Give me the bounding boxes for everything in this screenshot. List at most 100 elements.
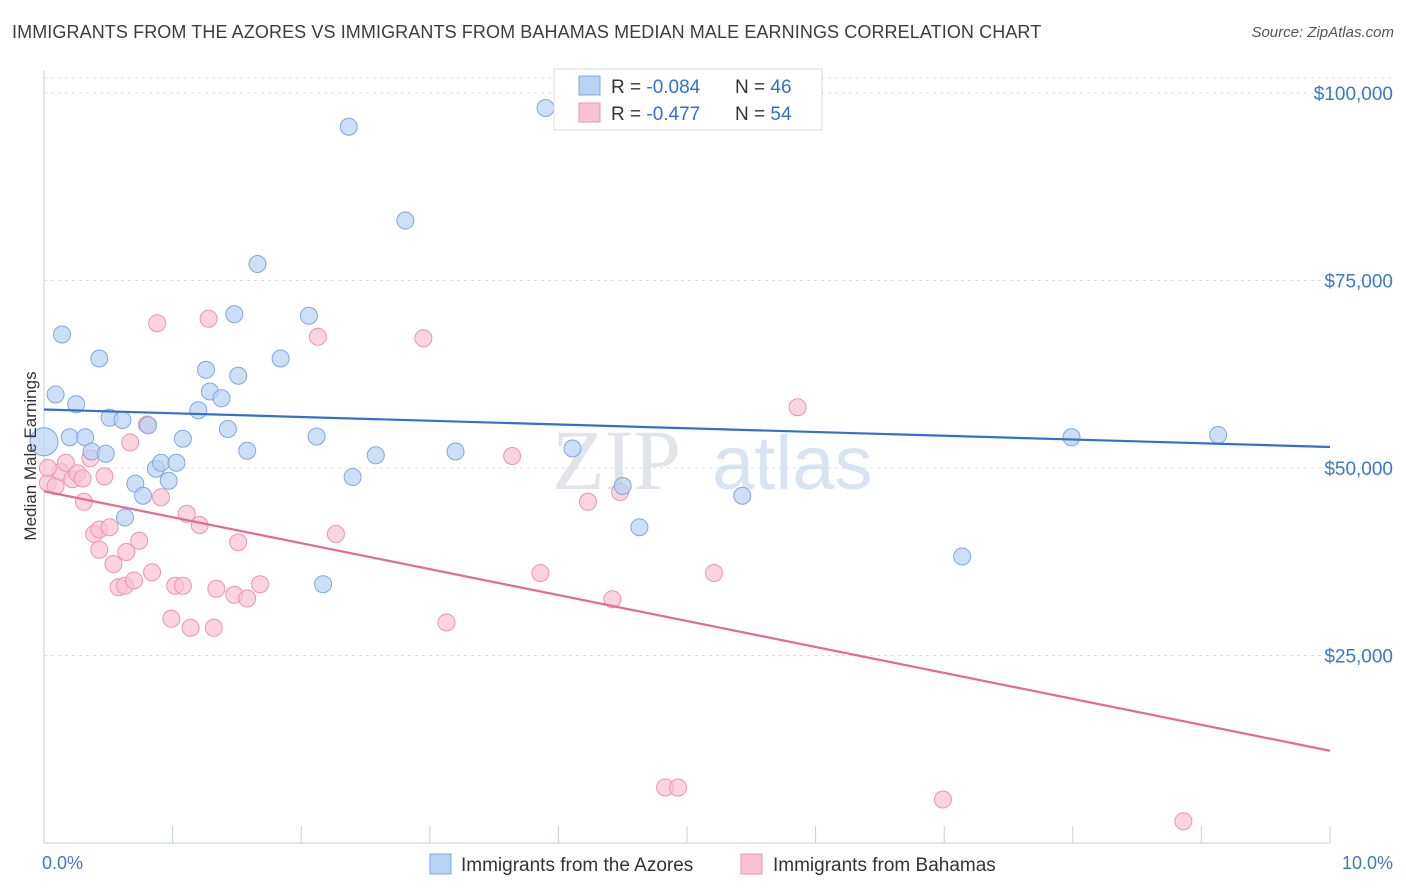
azores-point-36 — [396, 211, 415, 230]
source-label: Source: ZipAtlas.com — [1251, 24, 1394, 41]
azores-point-6 — [90, 349, 109, 368]
bahamas-point-31 — [199, 309, 218, 328]
bahamas-point-35 — [229, 533, 248, 552]
azores-point-38 — [536, 99, 555, 117]
bahamas-point-27 — [173, 576, 192, 595]
azores-point-30 — [299, 306, 318, 325]
azores-point-2 — [53, 325, 72, 344]
bahamas-point-29 — [181, 618, 200, 637]
azores-point-45 — [1209, 426, 1228, 444]
x-tick-label-1: 10.0% — [1342, 853, 1393, 873]
x-ticks — [43, 826, 1331, 843]
bahamas-point-11 — [90, 540, 109, 559]
azores-point-26 — [229, 366, 248, 385]
azores-point-18 — [167, 453, 186, 472]
bahamas-point-41 — [437, 613, 456, 632]
legend-swatch-azores — [578, 75, 601, 96]
azores-point-40 — [613, 477, 632, 495]
bahamas-point-25 — [162, 609, 181, 628]
legend-n-label-2: N = — [735, 104, 770, 125]
azores-point-39 — [563, 439, 582, 458]
azores-point-21 — [197, 360, 216, 379]
bahamas-point-53 — [38, 459, 57, 477]
legend-swatch-bahamas — [578, 102, 601, 123]
bahamas-point-39 — [326, 525, 345, 543]
azores-point-32 — [314, 575, 333, 594]
series-bahamas-points — [38, 309, 1193, 831]
y-tick-label-0: $25,000 — [1324, 647, 1393, 668]
y-tick-label-1: $50,000 — [1324, 459, 1393, 480]
azores-point-31 — [307, 427, 326, 446]
bahamas-point-12 — [95, 467, 114, 486]
azores-point-43 — [953, 547, 972, 566]
legend-bahamas-r: -0.477 — [646, 104, 700, 125]
legend-r-label-2: R = — [611, 104, 646, 125]
bahamas-point-17 — [117, 543, 136, 561]
bahamas-point-6 — [73, 469, 92, 488]
svg-text:N = 54: N = 54 — [735, 104, 792, 125]
azores-point-8 — [96, 444, 115, 463]
azores-trend-line — [43, 408, 1331, 449]
azores-point-1 — [46, 385, 65, 404]
bahamas-point-48 — [668, 778, 687, 797]
legend-bahamas-n: 54 — [770, 104, 792, 125]
bahamas-point-30 — [190, 516, 209, 534]
bahamas-point-40 — [414, 329, 433, 348]
azores-point-41 — [630, 518, 649, 537]
azores-point-28 — [248, 255, 267, 273]
bahamas-point-51 — [933, 790, 952, 809]
bahamas-point-50 — [788, 398, 807, 417]
bahamas-point-23 — [148, 314, 167, 333]
azores-point-20 — [189, 401, 208, 420]
bahamas-point-3 — [56, 453, 75, 472]
azores-point-24 — [218, 420, 237, 438]
azores-point-23 — [212, 389, 231, 408]
trend-lines — [43, 408, 1331, 752]
bahamas-point-52 — [1174, 812, 1193, 831]
series-legend: Immigrants from the Azores Immigrants fr… — [429, 853, 996, 876]
bahamas-point-49 — [705, 564, 724, 582]
bahamas-point-42 — [503, 447, 522, 465]
bahamas-point-32 — [204, 618, 223, 637]
bahamas-point-22 — [143, 563, 162, 582]
azores-point-27 — [238, 441, 257, 460]
y-tick-label-3: $100,000 — [1314, 84, 1393, 105]
stats-legend: R = -0.084 N = 46 R = -0.477 N = 54 — [553, 68, 823, 131]
bahamas-point-44 — [578, 492, 597, 511]
azores-point-37 — [446, 442, 465, 461]
svg-text:N = 46: N = 46 — [735, 77, 792, 98]
series-azores-points — [29, 99, 1228, 594]
svg-text:R = -0.477: R = -0.477 — [611, 104, 700, 125]
azores-point-44 — [1062, 428, 1081, 447]
bahamas-point-43 — [531, 564, 550, 582]
chart-title: IMMIGRANTS FROM THE AZORES VS IMMIGRANTS… — [12, 22, 1042, 42]
bahamas-point-45 — [603, 590, 622, 609]
azores-point-14 — [139, 416, 158, 435]
y-tick-label-2: $75,000 — [1324, 272, 1393, 293]
azores-point-25 — [225, 305, 244, 324]
legend-n-label-1: N = — [735, 77, 770, 98]
bahamas-point-14 — [104, 555, 123, 573]
bottom-legend-swatch-bahamas — [740, 853, 763, 875]
azores-point-11 — [116, 508, 135, 527]
x-tick-labels: 0.0% 10.0% — [42, 853, 1393, 873]
bahamas-point-38 — [308, 327, 327, 346]
azores-point-3 — [60, 428, 79, 447]
azores-point-10 — [113, 411, 132, 429]
bottom-legend-azores-label: Immigrants from the Azores — [461, 855, 693, 876]
y-axis-label: Median Male Earnings — [21, 371, 40, 540]
bahamas-point-7 — [74, 492, 93, 511]
legend-azores-r: -0.084 — [646, 77, 700, 98]
legend-r-label-1: R = — [611, 77, 646, 98]
bahamas-point-28 — [177, 504, 196, 523]
bahamas-point-19 — [125, 571, 144, 590]
bahamas-trend-line — [43, 490, 1331, 752]
bahamas-point-20 — [130, 531, 149, 550]
azores-point-17 — [159, 471, 178, 490]
x-tick-label-0: 0.0% — [42, 853, 83, 873]
azores-point-0 — [29, 427, 59, 457]
bottom-legend-bahamas-label: Immigrants from Bahamas — [773, 855, 996, 876]
bahamas-point-13 — [100, 518, 119, 537]
bahamas-point-18 — [121, 433, 140, 452]
